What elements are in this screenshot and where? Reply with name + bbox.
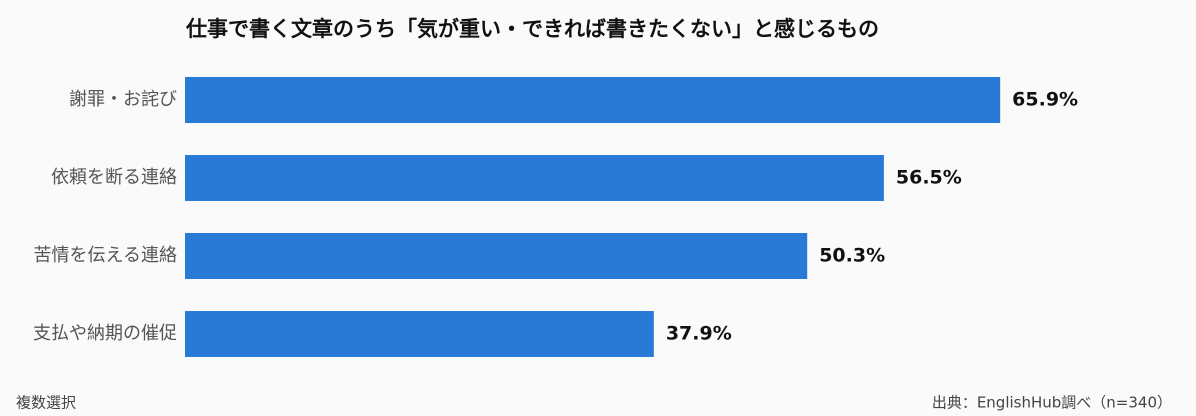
value-label: 37.9% [666, 323, 732, 345]
bar [185, 155, 884, 201]
value-label: 65.9% [1012, 89, 1078, 111]
value-label: 50.3% [819, 245, 885, 267]
category-label: 苦情を伝える連絡 [34, 245, 177, 266]
value-label: 56.5% [896, 167, 962, 189]
category-label: 依頼を断る連絡 [51, 167, 177, 188]
source: 出典：EnglishHub調べ（n=340） [932, 394, 1172, 412]
chart-title: 仕事で書く文章のうち「気が重い・できれば書きたくない」と感じるもの [185, 17, 879, 41]
category-label: 謝罪・お詫び [69, 89, 177, 110]
note: 複数選択 [16, 394, 76, 412]
category-label: 支払や納期の催促 [33, 323, 177, 344]
bar [185, 77, 1001, 123]
bar [185, 311, 654, 357]
bar [185, 233, 808, 279]
